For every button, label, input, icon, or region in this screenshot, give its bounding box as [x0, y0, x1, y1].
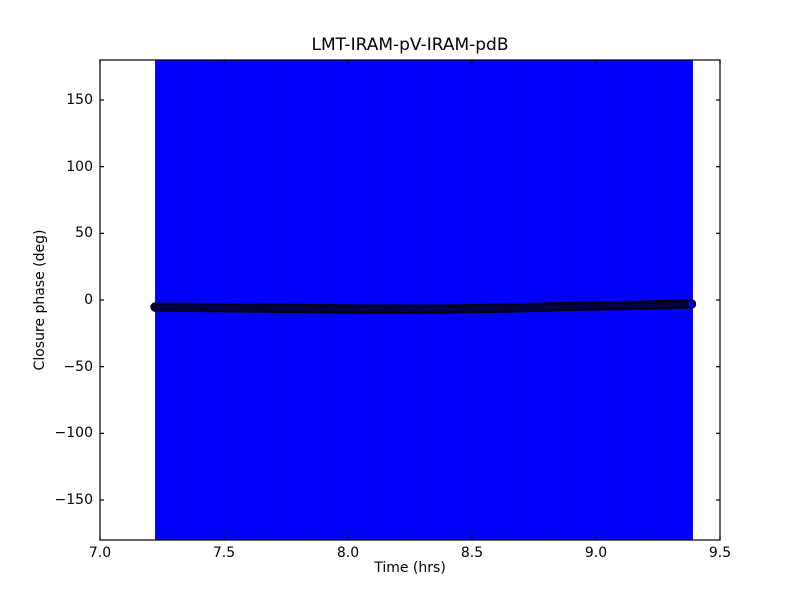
- y-tick-label: 100: [66, 158, 93, 175]
- y-tick-label: −50: [63, 358, 93, 375]
- x-tick-label: 7.0: [88, 545, 112, 561]
- data-point-marker: [686, 299, 697, 309]
- x-tick-label: 9.5: [708, 545, 732, 561]
- y-tick-label: −100: [54, 425, 93, 442]
- x-tick-label: 9.0: [584, 545, 608, 561]
- y-tick-label: 0: [84, 292, 93, 308]
- y-tick-label: 50: [75, 225, 93, 242]
- y-tick-label: −150: [54, 492, 93, 508]
- y-axis-label: Closure phase (deg): [32, 229, 48, 371]
- x-tick-label: 7.5: [212, 545, 236, 561]
- chart-title: LMT-IRAM-pV-IRAM-pdB: [311, 35, 509, 55]
- x-tick-label: 8.0: [336, 545, 360, 561]
- y-tick-label: 150: [66, 92, 93, 108]
- x-tick-label: 8.5: [460, 545, 484, 561]
- x-axis-label: Time (hrs): [374, 560, 446, 576]
- error-band: [155, 60, 693, 540]
